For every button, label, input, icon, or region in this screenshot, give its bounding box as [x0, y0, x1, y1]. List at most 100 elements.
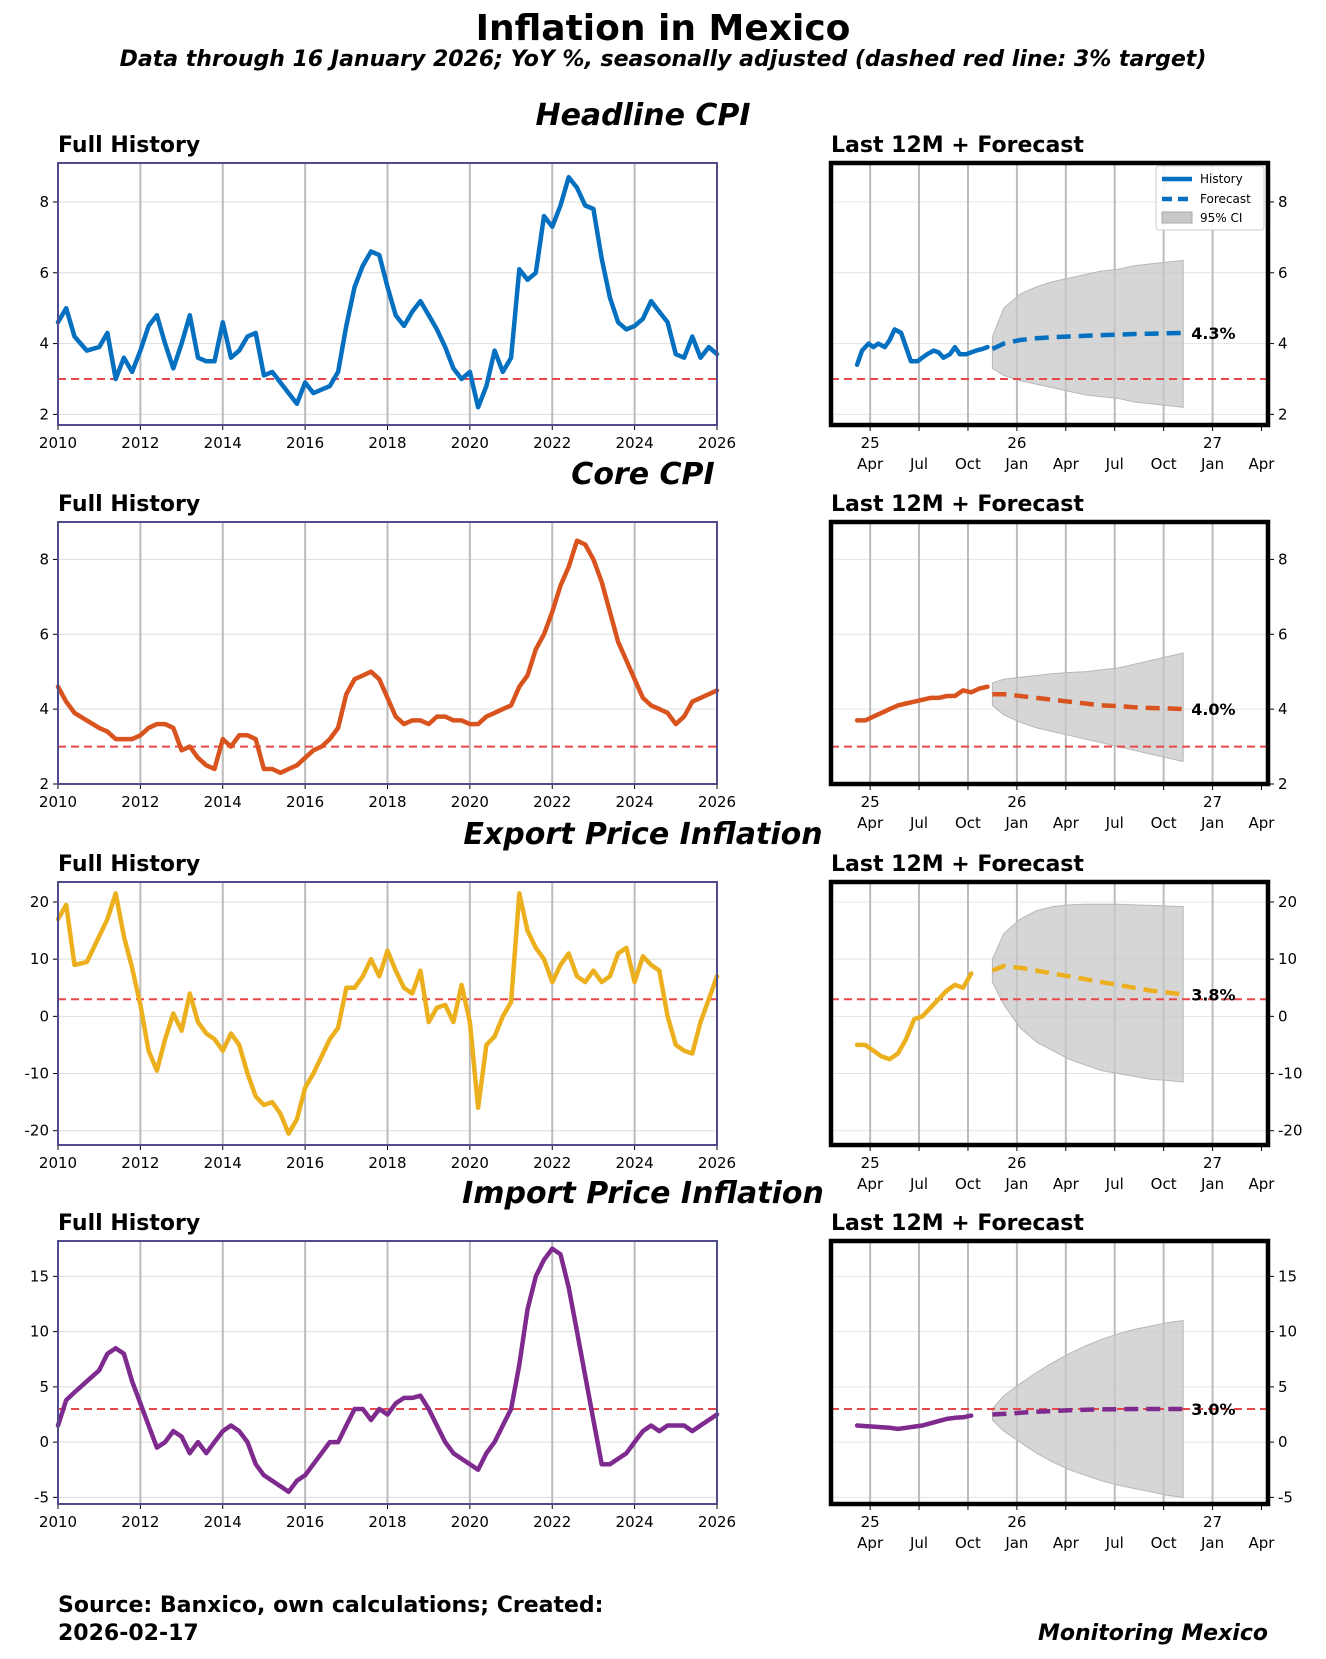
x-tick-label: 2022	[533, 1513, 571, 1531]
x-tick-year-label: 25	[861, 1513, 880, 1531]
forecast-line	[991, 330, 1184, 351]
y-tick-label: 8	[1278, 193, 1288, 211]
x-tick-label: 2022	[533, 793, 571, 811]
section-title: Export Price Inflation	[463, 817, 822, 852]
x-tick-year-label: 27	[1203, 1154, 1222, 1172]
x-tick-label: 2014	[204, 793, 242, 811]
x-tick-month-label: Jul	[909, 455, 928, 473]
history-series-line	[55, 1246, 720, 1495]
page-title: Inflation in Mexico	[476, 8, 851, 49]
y-tick-label: 0	[39, 1007, 49, 1025]
x-tick-label: 2016	[286, 1513, 324, 1531]
x-tick-label: 2020	[451, 1154, 489, 1172]
recent-forecast-title: Last 12M + Forecast	[831, 852, 1084, 877]
x-tick-month-label: Jul	[909, 1175, 928, 1193]
y-tick-label: -5	[1278, 1488, 1293, 1506]
x-tick-month-label: Jan	[1004, 455, 1028, 473]
x-tick-month-label: Jan	[1200, 1175, 1224, 1193]
legend: History Forecast 95% CI	[1155, 165, 1265, 231]
section-title: Headline CPI	[535, 98, 750, 133]
recent-plot-frame	[828, 160, 1271, 428]
x-tick-label: 2012	[121, 1154, 159, 1172]
x-tick-label: 2022	[533, 434, 571, 452]
x-tick-label: 2022	[533, 1154, 571, 1172]
x-tick-year-label: 27	[1203, 1513, 1222, 1531]
y-tick-label: 4	[39, 700, 49, 718]
y-tick-label: 2	[39, 405, 49, 423]
x-tick-label: 2012	[121, 1513, 159, 1531]
full-plot-frame	[57, 881, 718, 1146]
forecast-end-label: 4.3%	[1191, 324, 1235, 343]
x-tick-label: 2026	[698, 793, 736, 811]
x-tick-month-label: Oct	[955, 1534, 981, 1552]
x-tick-year-label: 25	[861, 793, 880, 811]
y-tick-label: 6	[1278, 264, 1288, 282]
x-tick-month-label: Apr	[1249, 1175, 1276, 1193]
y-tick-label: 8	[39, 193, 49, 211]
x-tick-label: 2016	[286, 434, 324, 452]
x-tick-label: 2010	[39, 1154, 77, 1172]
y-tick-label: 0	[1278, 1007, 1288, 1025]
x-tick-month-label: Apr	[1249, 1534, 1276, 1552]
x-tick-label: 2018	[368, 793, 406, 811]
y-tick-label: 2	[1278, 405, 1288, 423]
x-tick-label: 2012	[121, 434, 159, 452]
section-0: Headline CPI Full History 2010 2012 2014 2016…	[39, 98, 1288, 473]
x-tick-label: 2020	[451, 1513, 489, 1531]
brand-name: Monitoring Mexico	[1038, 1621, 1268, 1646]
history-series-line	[55, 174, 720, 410]
y-tick-label: -20	[25, 1122, 50, 1140]
x-tick-label: 2024	[616, 1513, 654, 1531]
x-tick-month-label: Jul	[909, 814, 928, 832]
y-tick-label: 5	[39, 1378, 49, 1396]
full-history-title: Full History	[58, 492, 200, 517]
forecast-line	[992, 691, 1184, 712]
y-tick-label: 10	[1278, 1323, 1297, 1341]
full-plot-frame	[57, 521, 718, 785]
forecast-end-label: 3.0%	[1191, 1400, 1235, 1419]
source-date: 2026-02-17	[58, 1621, 199, 1646]
legend-forecast-label: Forecast	[1200, 192, 1251, 206]
confidence-band	[991, 652, 1184, 763]
x-tick-year-label: 27	[1203, 434, 1222, 452]
recent-history-line	[854, 684, 990, 723]
recent-forecast-title: Last 12M + Forecast	[831, 492, 1084, 517]
x-tick-month-label: Apr	[1249, 455, 1276, 473]
x-tick-label: 2026	[698, 1513, 736, 1531]
x-tick-label: 2020	[451, 793, 489, 811]
x-tick-year-label: 26	[1007, 434, 1026, 452]
y-tick-label: 15	[1278, 1267, 1297, 1285]
x-tick-label: 2018	[368, 1154, 406, 1172]
x-tick-label: 2024	[616, 1154, 654, 1172]
section-title: Import Price Inflation	[462, 1176, 824, 1211]
x-tick-month-label: Jan	[1200, 1534, 1224, 1552]
page-subtitle: Data through 16 January 2026; YoY %, sea…	[120, 47, 1207, 72]
x-tick-label: 2026	[698, 434, 736, 452]
legend-ci-swatch	[1161, 211, 1193, 224]
x-tick-label: 2024	[616, 793, 654, 811]
x-tick-label: 2018	[368, 434, 406, 452]
x-tick-month-label: Apr	[1053, 1534, 1080, 1552]
y-tick-label: 6	[39, 264, 49, 282]
y-tick-label: 0	[39, 1433, 49, 1451]
confidence-band	[991, 903, 1184, 1083]
x-tick-year-label: 27	[1203, 793, 1222, 811]
y-tick-label: 6	[39, 625, 49, 643]
x-tick-month-label: Jul	[909, 1534, 928, 1552]
history-series-line	[55, 538, 720, 776]
x-tick-label: 2014	[204, 1154, 242, 1172]
x-tick-month-label: Apr	[857, 814, 884, 832]
x-tick-month-label: Jan	[1004, 1534, 1028, 1552]
recent-plot-frame	[828, 879, 1271, 1148]
x-tick-month-label: Jul	[1105, 1175, 1124, 1193]
full-plot-frame	[57, 162, 718, 426]
legend-history-label: History	[1200, 172, 1243, 186]
y-tick-label: 8	[1278, 550, 1288, 568]
